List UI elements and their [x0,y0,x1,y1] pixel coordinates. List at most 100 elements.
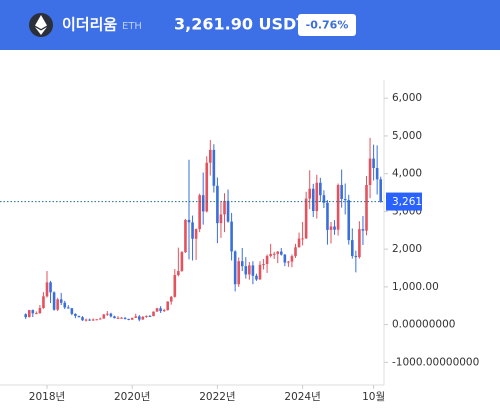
candle-body [301,238,304,240]
candle-body [152,311,155,317]
candle-body [102,314,106,319]
eth-logo-mark [35,15,47,35]
coin-price: 3,261.90 USDT [174,15,307,34]
x-tick-label: 2024년 [284,391,320,403]
candle-body [91,319,95,321]
candle-body [379,179,382,202]
candle-body [45,282,49,297]
candle-body [205,162,209,212]
candle-body [49,282,52,293]
y-tick-label: 2,000 [392,243,422,255]
candle-body [24,314,27,318]
candle-body [84,319,88,321]
candle-body [63,302,67,308]
x-tick-label: 2018년 [29,391,65,403]
candle-body [123,317,127,319]
y-tick-label: 5,000 [392,130,422,142]
candle-body [365,185,368,231]
candle-body [326,202,329,230]
candle-body [67,307,70,309]
candle-body [166,301,169,311]
y-tick-label: 4,000 [392,168,422,180]
candle-body [319,182,322,196]
candle-body [59,299,63,303]
candle-body [74,313,77,316]
coin-name: 이더리움 [62,16,117,34]
candle-body [159,308,162,312]
candle-body [31,310,35,314]
candle-body [219,214,223,224]
candle-body [169,296,173,302]
candle-body [173,275,177,297]
candle-body [233,251,237,285]
candle-body [294,247,297,257]
y-tick-label: 6,000 [392,92,422,104]
candle-body [27,310,31,318]
candle-body [311,188,315,212]
candle-body [230,221,233,252]
candle-body [287,261,290,263]
candle-body [251,265,255,276]
candle-body [223,200,226,215]
candle-body [265,255,269,265]
candle-body [42,296,45,309]
change-badge [298,14,356,36]
candle-body [269,254,272,256]
x-tick-label: 2020년 [114,391,150,403]
candle-body [372,158,375,169]
candle-body [343,198,347,201]
candle-body [290,256,294,262]
change-text: -0.76% [306,19,349,32]
candle-body [262,264,265,266]
candle-body [116,317,120,319]
candle-body [194,229,198,239]
candle-body [155,308,159,312]
candle-body [162,310,166,312]
candle-body [255,275,258,280]
candle-body [283,254,287,263]
candle-body [216,185,219,224]
candle-body [240,261,244,267]
candle-body [56,299,59,310]
y-tick-label: 1,000.00 [392,281,439,293]
x-tick-label: 2022년 [199,391,235,403]
candle-body [333,226,336,230]
candle-body [212,149,216,186]
candle-body [315,182,319,212]
candle-body [130,317,134,320]
candle-body [127,318,130,320]
candle-body [297,238,301,248]
candle-body [180,252,184,272]
candle-body [354,255,358,258]
candle-body [77,315,81,318]
candle-body [106,313,109,315]
candle-body [358,229,361,258]
candle-body [187,219,191,223]
candle-body [35,313,38,315]
candle-body [52,292,56,310]
candle-body [308,188,311,199]
candle-body [272,253,276,255]
candle-body [177,271,180,276]
candle-body [237,261,240,285]
candle-body [145,315,148,317]
candle-body [38,308,42,314]
candle-body [95,319,98,321]
candle-body [98,318,102,320]
candle-body [258,264,262,280]
candle-body [351,240,354,256]
candle-body [226,200,230,222]
candle-body [134,316,138,318]
candle-body [184,219,187,253]
candle-body [368,158,372,185]
price-label-box [386,192,422,211]
candle-body [201,195,205,212]
candle-body [340,185,343,199]
candle-body [280,251,283,255]
candle-body [191,222,194,239]
candle-body [138,316,141,320]
candle-body [361,229,365,231]
candle-body [304,198,308,239]
